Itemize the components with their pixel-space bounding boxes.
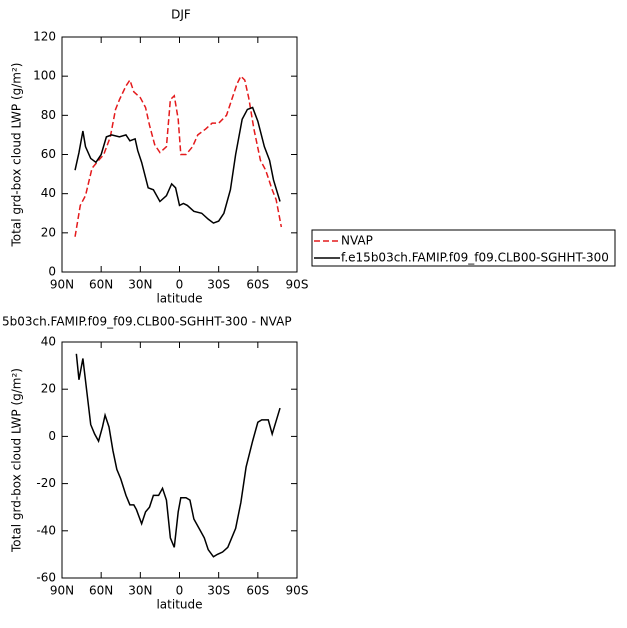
- series-line: [74, 74, 283, 237]
- x-tick-label: 30N: [128, 584, 152, 598]
- plot-frame: [61, 36, 298, 273]
- chart-title: DJF: [171, 8, 191, 22]
- x-axis-label: latitude: [156, 292, 202, 306]
- series-line: [75, 353, 281, 558]
- x-axis-label: latitude: [156, 598, 202, 612]
- x-tick-label: 90N: [50, 584, 74, 598]
- y-tick-label: 40: [41, 335, 56, 349]
- x-tick-label: 30N: [128, 278, 152, 292]
- legend-box: [311, 229, 616, 267]
- plot-frame: [61, 341, 298, 579]
- y-tick-label: 60: [41, 147, 56, 161]
- x-tick-label: 90N: [50, 278, 74, 292]
- x-tick-label: 0: [176, 584, 184, 598]
- y-tick-label: 0: [48, 265, 56, 279]
- legend: NVAP f.e15b03ch.FAMIP.f09_f09.CLB00-SGHHT…: [311, 229, 616, 267]
- x-tick-label: 90S: [286, 278, 309, 292]
- y-tick-label: 40: [41, 186, 56, 200]
- x-tick-label: 30S: [207, 278, 230, 292]
- y-tick-label: 100: [33, 69, 56, 83]
- x-tick-label: 60N: [89, 278, 113, 292]
- y-tick-label: 120: [33, 30, 56, 44]
- y-axis-label: Total grd-box cloud LWP (g/m²): [10, 63, 24, 248]
- y-tick-label: -40: [36, 523, 56, 537]
- x-tick-label: 30S: [207, 584, 230, 598]
- x-tick-label: 90S: [286, 584, 309, 598]
- x-tick-label: 0: [176, 278, 184, 292]
- y-tick-label: -20: [36, 476, 56, 490]
- x-tick-label: 60S: [246, 278, 269, 292]
- legend-label: f.e15b03ch.FAMIP.f09_f09.CLB00-SGHHT-300: [341, 251, 609, 265]
- chart-title: 5b03ch.FAMIP.f09_f09.CLB00-SGHHT-300 - N…: [2, 315, 292, 329]
- y-tick-label: 0: [48, 429, 56, 443]
- x-tick-label: 60N: [89, 584, 113, 598]
- y-tick-label: -60: [36, 571, 56, 585]
- y-axis-label: Total grd-box cloud LWP (g/m²): [10, 368, 24, 553]
- series-line: [74, 106, 281, 224]
- legend-label: NVAP: [341, 234, 373, 248]
- y-tick-label: 80: [41, 108, 56, 122]
- x-tick-label: 60S: [246, 584, 269, 598]
- y-tick-label: 20: [41, 382, 56, 396]
- y-tick-label: 20: [41, 225, 56, 239]
